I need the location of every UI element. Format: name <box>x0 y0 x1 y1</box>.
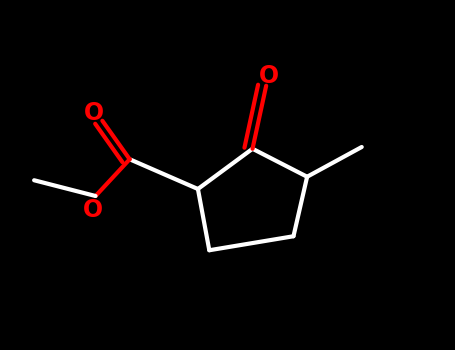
Text: O: O <box>84 101 104 125</box>
Text: O: O <box>258 64 278 88</box>
Text: O: O <box>83 198 103 222</box>
